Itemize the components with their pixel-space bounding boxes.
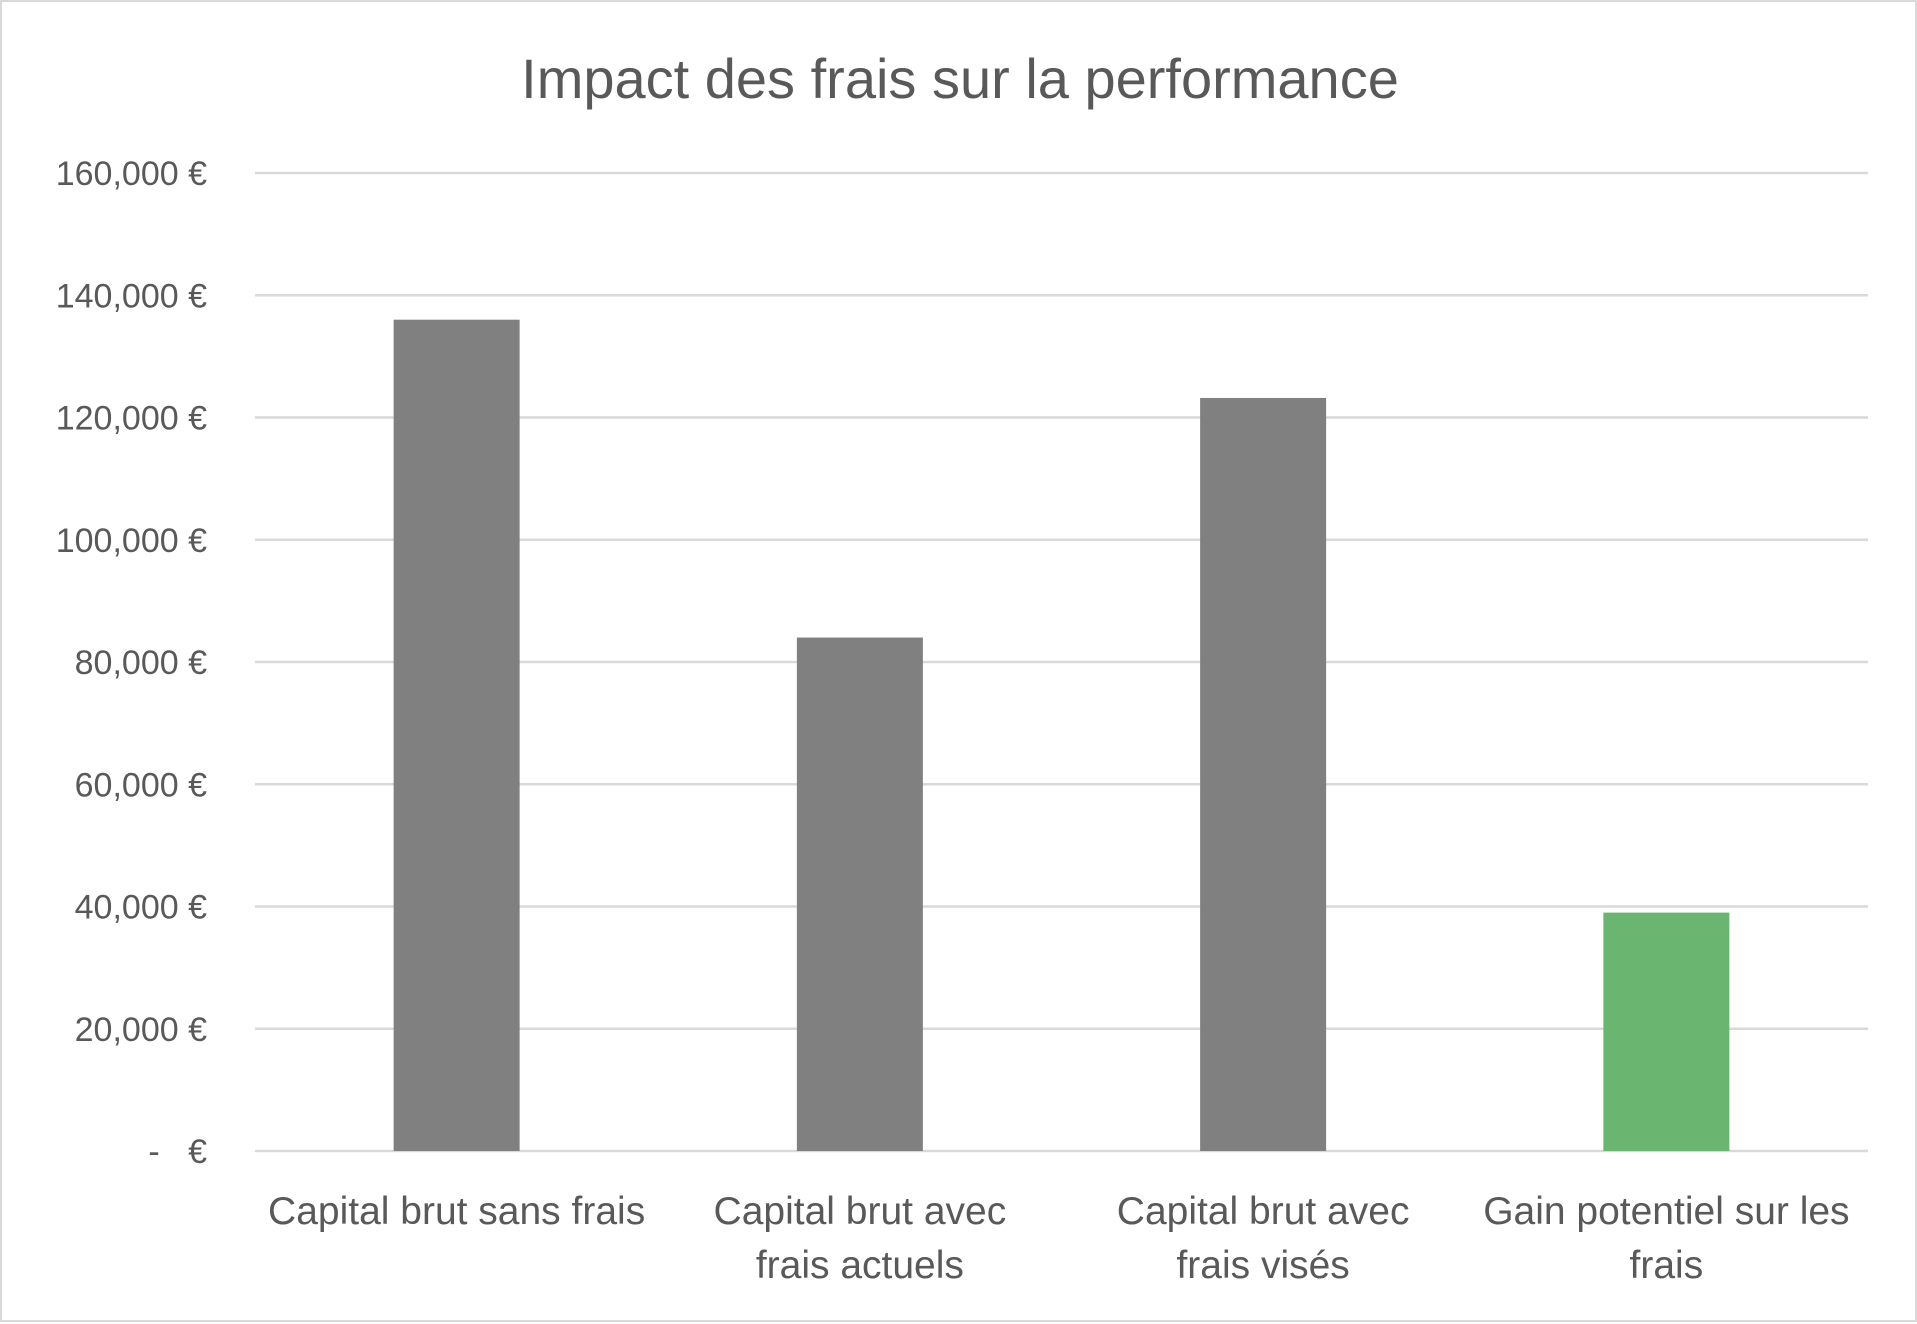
y-axis-ticks: - € 20,000 € 40,000 € 60,000 € 80,000 € 100,0…: [56, 155, 207, 1171]
y-tick-label: 120,000 €: [56, 400, 207, 438]
bar: [1603, 912, 1730, 1151]
y-tick-label: 100,000 €: [56, 522, 207, 560]
y-tick-label: - €: [148, 1133, 207, 1171]
bar: [393, 319, 520, 1151]
chart-title: Impact des frais sur la performance: [521, 47, 1399, 110]
y-tick-label: 160,000 €: [56, 155, 207, 193]
bars: [393, 319, 1730, 1151]
x-category-label: Gain potentiel sur les frais: [1483, 1190, 1849, 1287]
x-category-label: Capital brut sans frais: [268, 1190, 645, 1233]
x-category-label: Capital brut avec frais actuels: [714, 1190, 1007, 1287]
y-tick-label: 140,000 €: [56, 277, 207, 315]
y-tick-label: 40,000 €: [75, 889, 207, 927]
y-tick-label: 80,000 €: [75, 644, 207, 682]
x-category-label: Capital brut avec frais visés: [1117, 1190, 1410, 1287]
gridlines: [255, 171, 1868, 1153]
x-axis-categories: Capital brut sans frais Capital brut avec…: [268, 1190, 1850, 1287]
bar: [1200, 397, 1327, 1151]
bar: [796, 637, 923, 1151]
y-tick-label: 20,000 €: [75, 1011, 207, 1049]
y-tick-label: 60,000 €: [75, 766, 207, 804]
